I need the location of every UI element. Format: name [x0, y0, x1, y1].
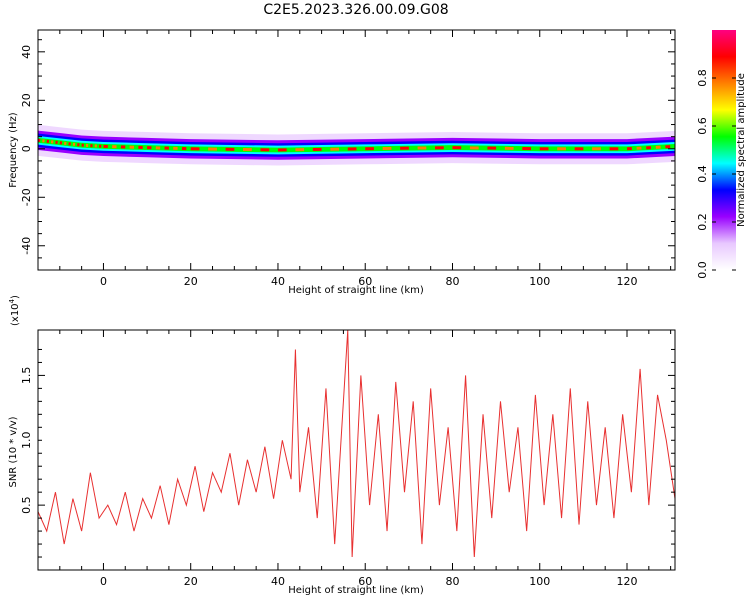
x-tick-label: 60: [358, 575, 372, 588]
spectrogram-frame: [37, 29, 676, 271]
x-tick-label: 100: [529, 275, 550, 288]
x-tick-label: 40: [271, 275, 285, 288]
spectrogram-y-label: Frequency (Hz): [8, 112, 19, 188]
x-tick-label: 40: [271, 575, 285, 588]
x-tick-label: 20: [184, 575, 198, 588]
x-tick-label: 120: [617, 275, 638, 288]
y-tick-label: 20: [20, 93, 33, 107]
y-tick-label: 40: [20, 45, 33, 59]
spectrogram-x-label: Height of straight line (km): [288, 285, 424, 296]
colorbar-label: Normalized spectral amplitude: [736, 73, 747, 227]
snr-y-multiplier: (x104): [8, 295, 21, 326]
colorbar-tick-label: 0.4: [696, 165, 709, 183]
snr-x-label: Height of straight line (km): [288, 585, 424, 596]
colorbar-ticks: 0.0 0.2 0.4 0.6 0.8: [696, 69, 736, 279]
snr-background: [38, 330, 675, 570]
y-tick-label: 0: [20, 145, 33, 152]
snr-series-line: [37, 329, 676, 558]
x-tick-label: 80: [445, 275, 459, 288]
x-tick-label: 100: [529, 575, 550, 588]
y-tick-label: 1.5: [20, 367, 33, 385]
snr-y-ticks: 0.5 1.0 1.5: [20, 348, 675, 558]
x-tick-label: 0: [100, 275, 107, 288]
y-tick-label: 0.5: [20, 496, 33, 514]
x-tick-label: 120: [617, 575, 638, 588]
x-tick-label: 80: [445, 575, 459, 588]
colorbar-tick-label: 0.6: [696, 117, 709, 135]
x-tick-label: 60: [358, 275, 372, 288]
x-tick-label: 0: [100, 575, 107, 588]
spectrogram-y-ticks: -40 -20 0 20 40: [20, 39, 675, 271]
spectrogram-panel: 0 20 40 60 80 100 120 -40 -20 0 20 40 Height of st…: [8, 29, 676, 296]
colorbar-scale: [712, 30, 736, 270]
snr-x-ticks: 0 20 40 60 80 100 120: [37, 330, 672, 588]
snr-y-label: SNR (10 * v/v): [8, 416, 19, 487]
colorbar: 0.0 0.2 0.4 0.6 0.8 Normalized spectral ampl…: [696, 30, 747, 279]
snr-frame: [37, 329, 676, 571]
y-tick-label: 1.0: [20, 432, 33, 450]
snr-panel: 0 20 40 60 80 100 120 0.5 1.0 1.5 Height of stra…: [8, 295, 676, 596]
frequency-band: [37, 124, 675, 166]
spectrogram-x-ticks: 0 20 40 60 80 100 120: [37, 30, 672, 288]
colorbar-tick-label: 0.0: [696, 261, 709, 279]
y-tick-label: -40: [20, 237, 33, 255]
chart-title: C2E5.2023.326.00.09.G08: [263, 2, 448, 18]
x-tick-label: 20: [184, 275, 198, 288]
colorbar-tick-label: 0.8: [696, 69, 709, 87]
y-tick-label: -20: [20, 188, 33, 206]
colorbar-tick-label: 0.2: [696, 213, 709, 231]
